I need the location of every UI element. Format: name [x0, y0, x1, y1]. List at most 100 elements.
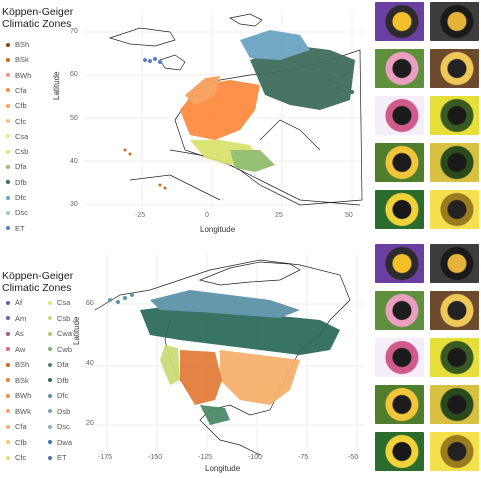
bee-photo [375, 190, 424, 229]
america-legend-title: Köppen-Geiger Climatic Zones [2, 270, 74, 294]
bee-photo [430, 291, 479, 330]
bee-photo [375, 49, 424, 88]
legend-item-bsk: BSk [6, 376, 29, 385]
legend-color-dot [6, 455, 10, 460]
europe-map [84, 10, 364, 210]
legend-item-dsc: Dsc [48, 422, 70, 431]
x-tick-label: -175 [98, 454, 113, 461]
legend-label: Dfb [15, 177, 27, 187]
legend-color-dot [6, 149, 10, 154]
legend-color-dot [6, 347, 10, 351]
america-map [84, 255, 364, 460]
bee-photo-grid-bottom [375, 244, 481, 478]
legend-item-dfc: Dfc [48, 391, 68, 400]
legend-label: BWk [15, 406, 31, 416]
bee-photo [375, 143, 424, 182]
legend-color-dot [48, 424, 52, 429]
legend-item-csb: Csb [6, 147, 28, 156]
bee-photo [375, 385, 424, 424]
legend-item-csa: Csa [48, 298, 70, 307]
legend-label: Af [15, 298, 23, 307]
legend-color-dot [48, 347, 52, 351]
legend-label: Dfa [15, 162, 27, 172]
legend-item-aw: Aw [6, 345, 25, 354]
legend-item-cfb: Cfb [6, 101, 27, 110]
legend-item-bwk: BWk [6, 407, 31, 416]
legend-color-dot [6, 316, 10, 320]
legend-item-bwh: BWh [6, 391, 31, 400]
legend-color-dot [6, 195, 10, 200]
legend-item-cfc: Cfc [6, 117, 26, 126]
legend-label: Cfb [15, 437, 27, 447]
bee-photo [430, 49, 479, 88]
legend-color-dot [6, 300, 10, 305]
y-tick-label: 40 [86, 360, 94, 367]
x-tick-label: -25 [135, 212, 146, 219]
legend-item-dfa: Dfa [6, 162, 27, 171]
legend-label: BSh [15, 360, 30, 369]
legend-label: Dfc [57, 391, 69, 400]
legend-color-dot [6, 88, 10, 93]
legend-color-dot [48, 440, 52, 444]
legend-color-dot [6, 362, 10, 367]
y-tick-label: 60 [70, 71, 78, 79]
legend-item-am: Am [6, 314, 26, 323]
bee-photo [430, 96, 479, 135]
x-tick-label: 50 [345, 212, 353, 219]
legend-label: BWh [15, 70, 32, 80]
x-tick-label: -50 [348, 454, 359, 461]
bee-photo [375, 2, 424, 41]
legend-item-bsh: BSh [6, 40, 29, 49]
legend-item-cfa: Cfa [6, 86, 27, 95]
legend-item-cfa: Cfa [6, 422, 27, 431]
legend-color-dot [48, 455, 52, 460]
legend-color-dot [48, 378, 52, 382]
legend-item-dfb: Dfb [6, 178, 27, 187]
legend-label: Dfa [57, 360, 69, 369]
x-tick-label: 0 [205, 212, 209, 219]
legend-item-dsb: Dsb [48, 407, 70, 416]
bee-photo [430, 190, 479, 229]
legend-color-dot [6, 378, 10, 382]
x-tick-label: -75 [298, 454, 309, 461]
legend-label: ET [57, 453, 67, 462]
legend-label: Cfa [15, 85, 27, 95]
legend-item-csb: Csb [48, 314, 70, 323]
europe-xlabel: Longitude [200, 225, 236, 234]
bee-photo [430, 244, 479, 283]
bee-photo [375, 291, 424, 330]
bee-photo [430, 385, 479, 424]
bee-photo [375, 244, 424, 283]
legend-label: Am [15, 313, 27, 323]
legend-item-dwa: Dwa [48, 438, 72, 447]
x-tick-label: -100 [248, 454, 263, 461]
europe-panel: Köppen-Geiger Climatic Zones BSh BSk BWh Cf… [0, 0, 370, 240]
bee-photo [375, 338, 424, 377]
legend-item-as: As [6, 329, 24, 338]
legend-item-cfc: Cfc [6, 453, 26, 462]
legend-color-dot [6, 134, 10, 139]
legend-label: BSk [15, 375, 29, 385]
legend-item-et: ET [48, 453, 67, 462]
legend-item-bsh: BSh [6, 360, 29, 369]
legend-label: Dsc [15, 208, 28, 218]
america-xlabel: Longitude [205, 464, 241, 473]
bee-photo [375, 96, 424, 135]
legend-label: Cfc [15, 453, 27, 462]
legend-color-dot [6, 331, 10, 336]
legend-label: Csa [57, 298, 71, 307]
bee-photo [430, 338, 479, 377]
legend-color-dot [6, 180, 10, 185]
legend-color-dot [6, 424, 10, 429]
bee-photo [430, 432, 479, 471]
legend-color-dot [48, 393, 52, 398]
legend-label: Dfc [15, 193, 27, 202]
bee-photo [375, 432, 424, 471]
legend-item-dfa: Dfa [48, 360, 69, 369]
legend-label: Csb [15, 147, 29, 157]
x-tick-label: -125 [198, 454, 213, 461]
legend-label: BSh [15, 40, 30, 49]
legend-color-dot [6, 409, 10, 413]
legend-color-dot [6, 73, 10, 78]
legend-item-dfc: Dfc [6, 193, 26, 202]
